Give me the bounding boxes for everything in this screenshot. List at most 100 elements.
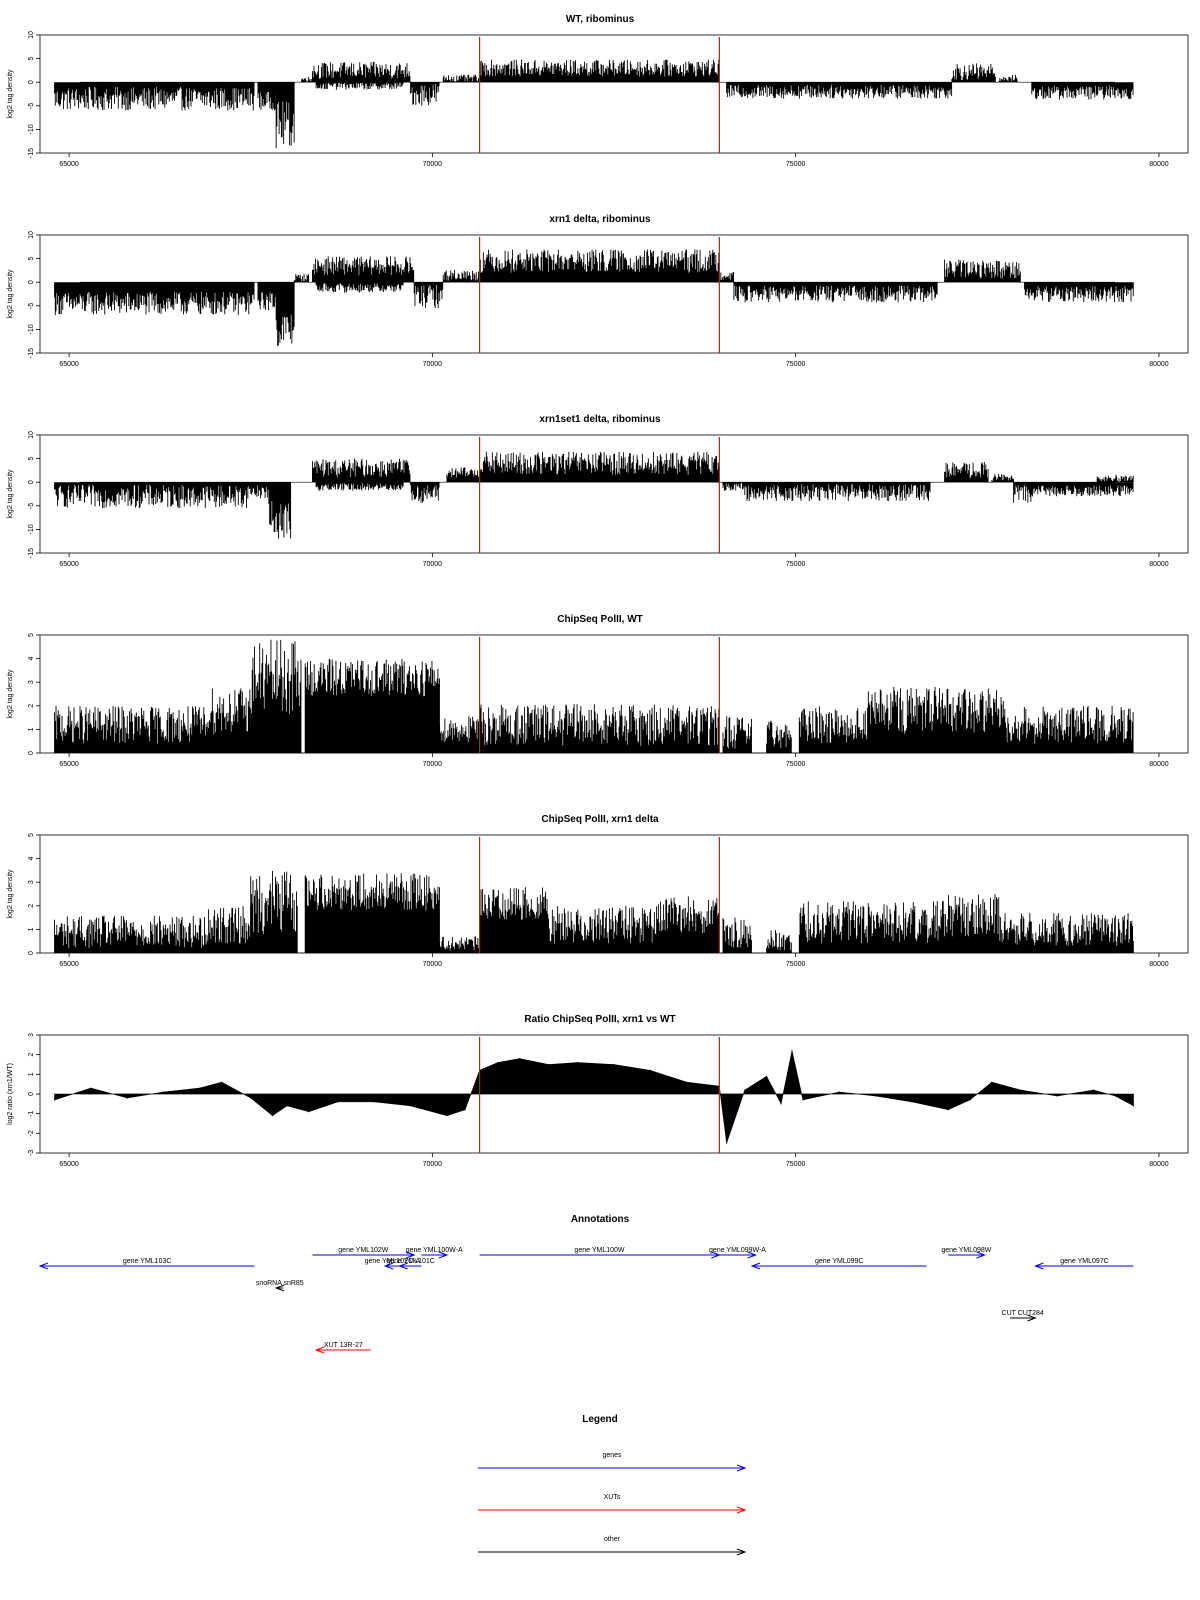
bar-segment [798, 706, 869, 753]
y-tick-label: -10 [28, 124, 35, 134]
bar-segment [246, 482, 270, 499]
annotations-title: Annotations [571, 1214, 630, 1225]
y-tick-label: -15 [28, 548, 35, 558]
bar-segment [944, 259, 1021, 283]
bar-segment [312, 458, 411, 483]
bar-segment [766, 930, 792, 953]
x-tick-label: 80000 [1149, 1161, 1169, 1168]
y-tick-label: 10 [28, 231, 35, 239]
x-tick-label: 70000 [423, 361, 443, 368]
feature-label: gene YML103C [123, 1258, 172, 1265]
y-tick-label: -15 [28, 348, 35, 358]
feature-label: gene YML098W [941, 1247, 991, 1254]
bar-segment [867, 686, 1007, 753]
x-tick-label: 80000 [1149, 161, 1169, 168]
feature-label: CUT CUT284 [1002, 1310, 1044, 1317]
y-tick-label: 5 [28, 833, 35, 837]
bar-segment [722, 716, 752, 753]
bar-segment [275, 82, 295, 149]
ratio-point [1020, 1089, 1022, 1091]
ratio-point [518, 1058, 521, 1060]
legend-label: genes [602, 1452, 622, 1459]
legend-label: XUTs [604, 1494, 621, 1501]
bar-segment [798, 901, 941, 953]
x-tick-label: 70000 [423, 561, 443, 568]
y-tick-label: 4 [28, 857, 35, 861]
bar-segment [54, 705, 208, 753]
bar-segment [54, 282, 255, 316]
bar-segment [312, 61, 411, 83]
y-axis-label: log2 tag density [7, 69, 14, 119]
y-tick-label: 10 [28, 431, 35, 439]
arrowhead [314, 1346, 325, 1354]
ratio-point [271, 1115, 274, 1117]
ratio-point [337, 1101, 339, 1103]
y-tick-label: 0 [28, 751, 35, 755]
y-tick-label: 2 [28, 904, 35, 908]
feature-label: gene YML100W [574, 1247, 624, 1254]
y-tick-label: -10 [28, 524, 35, 534]
x-tick-label: 75000 [786, 961, 806, 968]
y-tick-label: 0 [28, 280, 35, 284]
bar-segment [206, 906, 252, 953]
track-panel: Ratio ChipSeq PolII, xrn1 vs WT 3 2 1 0 -1 -2 -… [7, 1014, 1189, 1168]
arrowhead [383, 1262, 394, 1270]
ratio-point [969, 1099, 971, 1101]
y-axis-label: log2 tag density [7, 269, 14, 319]
bar-segment [250, 871, 298, 953]
x-tick-label: 70000 [423, 1161, 443, 1168]
y-tick-label: 5 [28, 57, 35, 61]
track-panel: xrn1 delta, ribominus 10 5 0 -5 -10 -15 log2 ta… [7, 214, 1189, 368]
panel-title: xrn1 delta, ribominus [549, 214, 651, 225]
ratio-point [308, 1111, 310, 1113]
ratio-point [802, 1099, 804, 1101]
bar-segment [726, 82, 953, 99]
bar-segment [257, 82, 277, 111]
bar-segment [442, 74, 480, 83]
bar-segment [951, 63, 996, 83]
density-bars [54, 639, 1134, 753]
bar-segment [1031, 482, 1134, 497]
y-tick-label: 4 [28, 657, 35, 661]
bar-segment [304, 658, 440, 753]
y-tick-label: -3 [28, 1150, 35, 1156]
bar-segment [479, 249, 720, 283]
track-panel: ChipSeq PolII, xrn1 delta 5 4 3 2 1 0 log2 tag … [7, 814, 1189, 968]
arrowhead [38, 1262, 49, 1270]
feature-label: gene YML097C [1060, 1258, 1109, 1265]
x-tick-label: 65000 [59, 561, 79, 568]
ratio-point [373, 1101, 375, 1103]
y-axis-label: log2 tag density [7, 669, 14, 719]
bar-segment [315, 482, 404, 491]
y-tick-label: -5 [28, 303, 35, 309]
panel-title: ChipSeq PolII, xrn1 delta [541, 814, 659, 825]
bar-segment [944, 461, 989, 483]
bar-segment [315, 282, 404, 293]
ratio-point [53, 1099, 56, 1101]
y-tick-label: 1 [28, 1072, 35, 1076]
bar-segment [275, 282, 295, 347]
y-tick-label: 1 [28, 927, 35, 931]
density-bars [54, 871, 1134, 953]
arrowhead [747, 1251, 758, 1259]
density-bars [54, 451, 1134, 539]
ratio-point [838, 1091, 840, 1093]
ratio-point [464, 1109, 466, 1111]
ratio-point [221, 1081, 223, 1083]
ratio-point [1132, 1105, 1135, 1107]
track-panel: WT, ribominus 10 5 0 -5 -10 -15 log2 tag densit… [7, 14, 1189, 168]
feature-label: snoRNA snR85 [256, 1280, 304, 1287]
x-tick-label: 80000 [1149, 761, 1169, 768]
bar-segment [268, 482, 292, 539]
bar-segment [250, 639, 302, 753]
x-tick-label: 65000 [59, 961, 79, 968]
x-tick-label: 65000 [59, 161, 79, 168]
bar-segment [1096, 474, 1134, 483]
bar-segment [998, 74, 1018, 83]
arrowhead [750, 1262, 761, 1270]
bar-segment [315, 82, 404, 90]
plot-frame [39, 34, 1189, 154]
ratio-point [947, 1109, 949, 1111]
bar-segment [548, 905, 658, 953]
